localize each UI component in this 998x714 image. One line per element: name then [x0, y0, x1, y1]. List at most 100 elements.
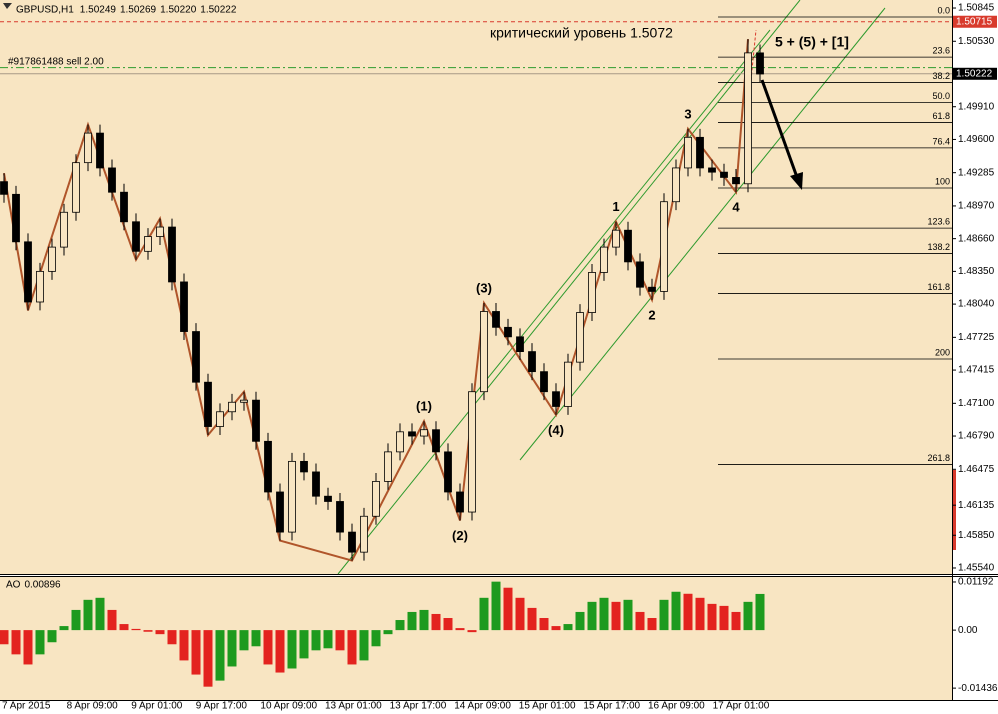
candle-body: [420, 429, 428, 437]
menu-icon[interactable]: [3, 3, 12, 9]
y-tick-label: -0.01436: [958, 683, 998, 694]
candle-body: [636, 261, 644, 288]
candle-body: [396, 431, 404, 453]
ao-bar: [695, 597, 705, 631]
ao-bar: [647, 618, 657, 631]
header-price: 1.50269: [120, 5, 157, 16]
ao-bar: [251, 630, 261, 647]
fib-label: 123.6: [927, 216, 950, 226]
candle-body: [504, 326, 512, 338]
ao-bar: [239, 630, 249, 651]
candle-body: [168, 226, 176, 283]
candle-body: [564, 361, 572, 407]
candle-body: [744, 52, 752, 185]
candle-body: [48, 246, 56, 272]
fib-label: 0.0: [937, 5, 950, 15]
candle-body: [60, 211, 68, 248]
candle-body: [144, 236, 152, 252]
candle-body: [324, 495, 332, 502]
y-tick-label: 1.49910: [958, 101, 995, 112]
price-label: 1.50715: [956, 16, 993, 27]
candle-body: [492, 311, 500, 328]
plot-layer: GBPUSD,H1 1.50249 1.50269 1.50220 1.50222 1.5…: [0, 3, 998, 712]
header-price: 1.50249: [80, 5, 117, 16]
indicator-value: 0.00896: [24, 580, 61, 591]
ao-bar: [599, 597, 609, 631]
candle-body: [0, 181, 8, 195]
fib-label: 161.8: [927, 282, 950, 292]
price-label-box: [953, 67, 997, 80]
ao-bar: [227, 630, 237, 667]
candle-body: [312, 471, 320, 497]
fib-label: 100: [935, 176, 950, 186]
wave-label: 2: [648, 307, 655, 322]
ao-bar: [47, 630, 57, 643]
fib-label: 61.8: [932, 111, 950, 121]
y-tick-label: 1.46475: [958, 464, 995, 475]
forecast-arrow: [760, 79, 800, 181]
ao-bar: [455, 628, 465, 631]
y-tick-label: 0.01192: [958, 577, 994, 588]
ao-bar: [191, 630, 201, 675]
candle-body: [372, 481, 380, 517]
y-tick-label: 1.47415: [958, 365, 995, 376]
candle-body: [156, 226, 164, 237]
wave-label: (1): [416, 399, 432, 414]
candle-body: [204, 381, 212, 427]
candle-body: [684, 136, 692, 169]
candle-body: [660, 201, 668, 292]
candle-body: [708, 167, 716, 173]
ao-bar: [95, 597, 105, 631]
candle-body: [72, 162, 80, 213]
ao-bar: [491, 581, 501, 631]
candle-body: [408, 431, 416, 437]
ao-bar: [167, 630, 177, 645]
ao-bar: [23, 630, 33, 665]
channel-line: [337, 0, 801, 575]
x-tick-label: 10 Apr 09:00: [260, 701, 317, 712]
ao-bar: [563, 624, 573, 631]
y-tick-label: 1.49600: [958, 134, 995, 145]
x-tick-label: 13 Apr 01:00: [325, 701, 382, 712]
fib-label: 50.0: [932, 91, 950, 101]
x-tick-label: 9 Apr 01:00: [131, 701, 183, 712]
header-symbol: GBPUSD,H1: [16, 5, 74, 16]
candle-body: [252, 399, 260, 442]
ao-bar: [623, 599, 633, 631]
fib-label: 138.2: [927, 242, 950, 252]
price-pane: [0, 0, 952, 574]
y-tick-label: 1.48040: [958, 299, 995, 310]
ao-bar: [155, 630, 165, 635]
candle-body: [216, 411, 224, 427]
annotation: 5 + (5) + [1]: [775, 34, 849, 50]
x-tick-label: 9 Apr 17:00: [196, 701, 248, 712]
candle-body: [480, 311, 488, 393]
candle-body: [540, 371, 548, 393]
candle-body: [276, 491, 284, 533]
ao-bar: [35, 630, 45, 655]
x-tick-label: 7 Apr 2015: [2, 701, 51, 712]
ao-bar: [263, 630, 273, 665]
ao-bar: [215, 630, 225, 681]
ao-bar: [323, 630, 333, 649]
ao-bar: [743, 601, 753, 631]
candle-body: [336, 501, 344, 533]
y-tick-label: 1.50530: [958, 36, 995, 47]
wave-label: 1: [612, 199, 619, 214]
fib-label: 23.6: [932, 45, 950, 55]
indicator-name: AO: [6, 580, 21, 591]
ao-bar: [527, 607, 537, 631]
candle-body: [444, 451, 452, 493]
candle-body: [348, 531, 356, 553]
ao-bar: [179, 630, 189, 661]
header-price: 1.50222: [200, 5, 237, 16]
ao-bar: [407, 611, 417, 631]
y-tick-label: 1.47100: [958, 398, 995, 409]
y-tick-label: 1.45850: [958, 530, 995, 541]
y-tick-label: 1.46790: [958, 431, 995, 442]
ao-bar: [143, 630, 153, 632]
ao-bar: [119, 624, 129, 631]
ao-bar: [335, 630, 345, 651]
